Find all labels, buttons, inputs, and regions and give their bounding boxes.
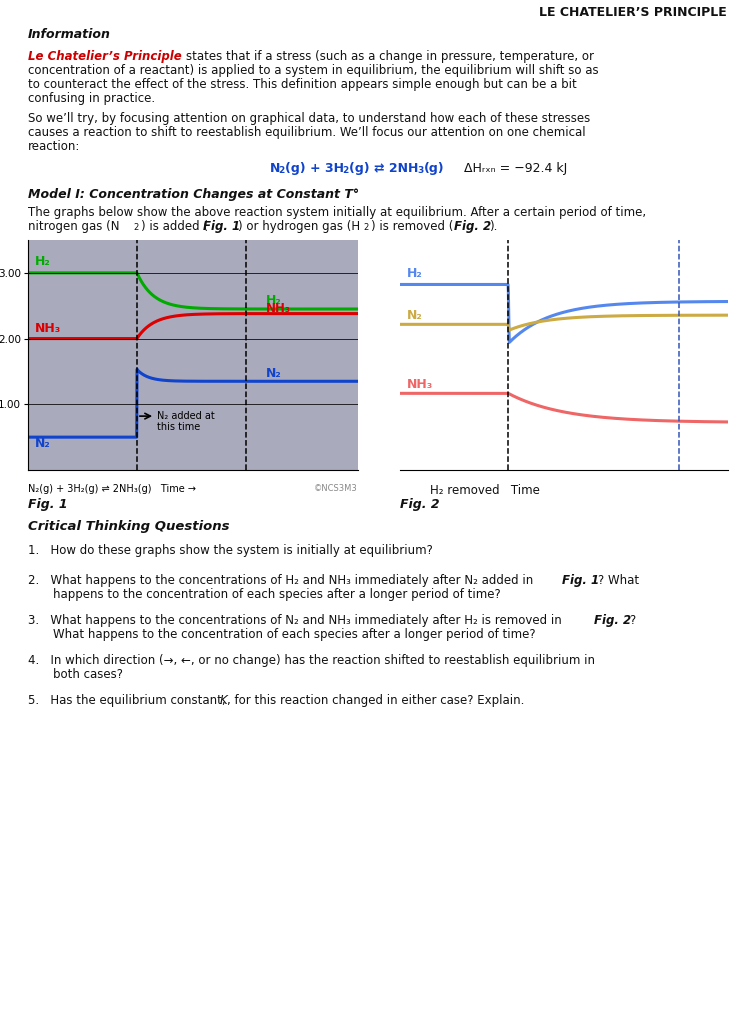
Text: (g) ⇄ 2NH: (g) ⇄ 2NH bbox=[348, 162, 418, 175]
Text: N₂(g) + 3H₂(g) ⇌ 2NH₃(g)   Time →: N₂(g) + 3H₂(g) ⇌ 2NH₃(g) Time → bbox=[28, 484, 196, 494]
Text: LE CHATELIER’S PRINCIPLE: LE CHATELIER’S PRINCIPLE bbox=[539, 6, 727, 19]
Text: N₂: N₂ bbox=[407, 309, 422, 322]
Text: , for this reaction changed in either case? Explain.: , for this reaction changed in either ca… bbox=[227, 694, 524, 707]
Text: Model I: Concentration Changes at Constant T°: Model I: Concentration Changes at Consta… bbox=[28, 188, 359, 201]
Text: 3: 3 bbox=[418, 166, 424, 175]
Text: Fig. 2: Fig. 2 bbox=[400, 498, 440, 511]
Text: H₂: H₂ bbox=[34, 255, 50, 268]
Text: Fig. 2: Fig. 2 bbox=[454, 220, 491, 233]
Text: states that if a stress (such as a change in pressure, temperature, or: states that if a stress (such as a chang… bbox=[186, 50, 594, 63]
Text: 2: 2 bbox=[279, 166, 285, 175]
Text: N₂: N₂ bbox=[34, 437, 50, 450]
Text: 3.   What happens to the concentrations of N₂ and NH₃ immediately after H₂ is re: 3. What happens to the concentrations of… bbox=[28, 614, 565, 627]
Text: Information: Information bbox=[28, 28, 111, 41]
Text: The graphs below show the above reaction system initially at equilibrium. After : The graphs below show the above reaction… bbox=[28, 206, 646, 219]
Text: ΔHᵣₓₙ = −92.4 kJ: ΔHᵣₓₙ = −92.4 kJ bbox=[464, 162, 568, 175]
Text: So we’ll try, by focusing attention on graphical data, to understand how each of: So we’ll try, by focusing attention on g… bbox=[28, 112, 590, 125]
Text: Fig. 1: Fig. 1 bbox=[28, 498, 67, 511]
Text: Le Chatelier’s Principle: Le Chatelier’s Principle bbox=[28, 50, 181, 63]
Text: 2: 2 bbox=[342, 166, 349, 175]
Text: ) is removed (: ) is removed ( bbox=[371, 220, 453, 233]
Text: both cases?: both cases? bbox=[52, 668, 123, 681]
Text: causes a reaction to shift to reestablish equilibrium. We’ll focus our attention: causes a reaction to shift to reestablis… bbox=[28, 126, 585, 139]
Text: N: N bbox=[270, 162, 280, 175]
Text: NH₃: NH₃ bbox=[266, 302, 291, 315]
Text: N₂: N₂ bbox=[266, 367, 282, 380]
Text: ?: ? bbox=[628, 614, 635, 627]
Text: nitrogen gas (N: nitrogen gas (N bbox=[28, 220, 119, 233]
Text: H₂ removed   Time: H₂ removed Time bbox=[430, 484, 540, 497]
Text: confusing in practice.: confusing in practice. bbox=[28, 92, 155, 105]
Text: ? What: ? What bbox=[598, 574, 639, 587]
Text: Fig. 2: Fig. 2 bbox=[594, 614, 631, 627]
Text: to counteract the effect of the stress. This definition appears simple enough bu: to counteract the effect of the stress. … bbox=[28, 78, 577, 91]
Text: What happens to the concentration of each species after a longer period of time?: What happens to the concentration of eac… bbox=[52, 628, 536, 641]
Text: ) or hydrogen gas (H: ) or hydrogen gas (H bbox=[237, 220, 360, 233]
Text: 5.   Has the equilibrium constant,: 5. Has the equilibrium constant, bbox=[28, 694, 229, 707]
Text: H₂: H₂ bbox=[407, 267, 422, 280]
Text: 4.   In which direction (→, ←, or no change) has the reaction shifted to reestab: 4. In which direction (→, ←, or no chang… bbox=[28, 654, 595, 667]
Text: Critical Thinking Questions: Critical Thinking Questions bbox=[28, 520, 229, 534]
Text: Fig. 1: Fig. 1 bbox=[203, 220, 240, 233]
Text: ©NCS3M3: ©NCS3M3 bbox=[315, 484, 358, 493]
Text: concentration of a reactant) is applied to a system in equilibrium, the equilibr: concentration of a reactant) is applied … bbox=[28, 63, 598, 77]
Text: 2: 2 bbox=[364, 223, 369, 232]
Text: N₂ added at
this time: N₂ added at this time bbox=[157, 411, 215, 432]
Text: Fig. 1: Fig. 1 bbox=[562, 574, 599, 587]
Text: 2.   What happens to the concentrations of H₂ and NH₃ immediately after N₂ added: 2. What happens to the concentrations of… bbox=[28, 574, 537, 587]
Text: 1.   How do these graphs show the system is initially at equilibrium?: 1. How do these graphs show the system i… bbox=[28, 544, 433, 557]
Text: ).: ). bbox=[488, 220, 497, 233]
Text: happens to the concentration of each species after a longer period of time?: happens to the concentration of each spe… bbox=[52, 588, 500, 601]
Text: NH₃: NH₃ bbox=[407, 378, 433, 391]
Text: (g) + 3H: (g) + 3H bbox=[285, 162, 344, 175]
Text: H₂: H₂ bbox=[266, 295, 282, 307]
Text: ) is added (: ) is added ( bbox=[141, 220, 207, 233]
Text: K: K bbox=[219, 694, 228, 707]
Text: NH₃: NH₃ bbox=[34, 322, 61, 335]
Text: 2: 2 bbox=[134, 223, 139, 232]
Text: reaction:: reaction: bbox=[28, 140, 80, 153]
Text: (g): (g) bbox=[424, 162, 444, 175]
